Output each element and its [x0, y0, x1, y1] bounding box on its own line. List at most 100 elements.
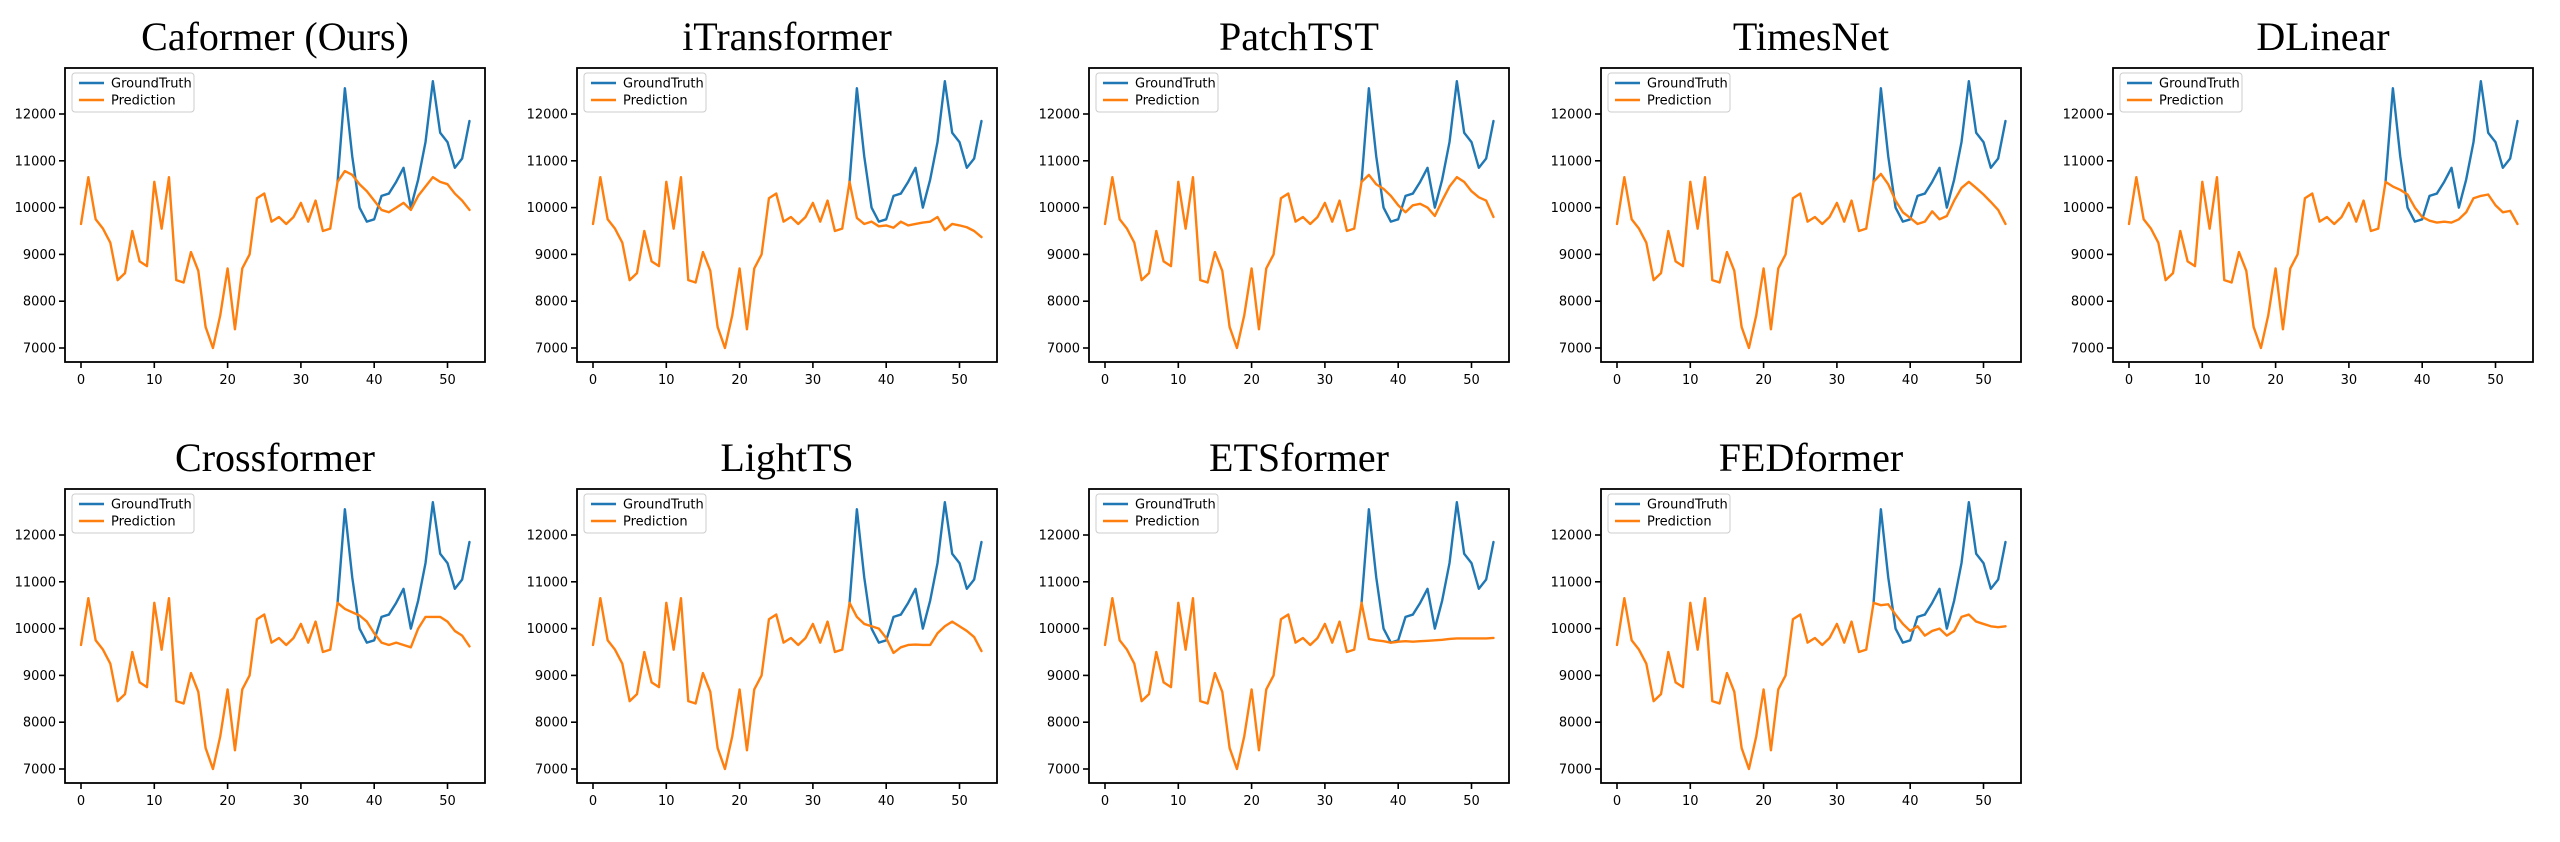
y-tick-label: 12000 — [1039, 108, 1080, 123]
x-tick-label: 50 — [439, 794, 456, 809]
x-tick-label: 40 — [366, 794, 383, 809]
prediction-line — [79, 596, 471, 771]
chart-title: Crossformer — [175, 435, 375, 480]
y-tick-label: 10000 — [1039, 201, 1080, 216]
y-tick-label: 11000 — [2063, 154, 2104, 169]
y-tick-label: 11000 — [1551, 575, 1592, 590]
plot-frame — [576, 67, 998, 363]
chart-title: Caformer (Ours) — [141, 14, 409, 59]
legend-groundtruth-label: GroundTruth — [1135, 77, 1216, 92]
y-tick-label: 7000 — [23, 763, 56, 778]
y-tick-label: 9000 — [1047, 669, 1080, 684]
y-tick-label: 7000 — [2071, 342, 2104, 357]
x-tick-label: 40 — [1390, 794, 1407, 809]
plot-patchtst: PatchTST 7000 8000 9000 10000 11000 12000 0 10 20… — [1039, 14, 1510, 388]
y-tick-label: 9000 — [1047, 248, 1080, 263]
plot-fedformer: FEDformer 7000 8000 9000 10000 11000 12000 0 10 2… — [1551, 435, 2022, 809]
x-tick-label: 0 — [589, 794, 597, 809]
legend-groundtruth-label: GroundTruth — [111, 498, 192, 513]
plot-frame — [1600, 67, 2022, 363]
x-tick-label: 50 — [439, 373, 456, 388]
x-tick-label: 30 — [293, 373, 310, 388]
y-tick-label: 12000 — [15, 108, 56, 123]
chart-title: PatchTST — [1219, 14, 1379, 59]
x-tick-label: 0 — [1613, 373, 1621, 388]
y-tick-label: 7000 — [1047, 342, 1080, 357]
chart-cell-etsformer: ETSformer 7000 8000 9000 10000 11000 12000 0 10 2… — [1024, 421, 1536, 842]
x-tick-label: 40 — [366, 373, 383, 388]
x-tick-label: 30 — [1317, 794, 1334, 809]
chart-title: DLinear — [2256, 14, 2389, 59]
groundtruth-line — [1360, 501, 1495, 644]
x-tick-label: 30 — [1829, 794, 1846, 809]
prediction-line — [1103, 596, 1495, 771]
y-tick-label: 10000 — [15, 622, 56, 637]
chart-title: iTransformer — [682, 14, 892, 59]
prediction-line — [2127, 175, 2519, 350]
legend-groundtruth-label: GroundTruth — [623, 498, 704, 513]
y-tick-label: 11000 — [15, 575, 56, 590]
x-tick-label: 20 — [731, 373, 748, 388]
y-tick-label: 9000 — [23, 669, 56, 684]
y-tick-label: 10000 — [1551, 201, 1592, 216]
plot-frame — [64, 488, 486, 784]
plot-frame — [576, 488, 998, 784]
plot-lightts: LightTS 7000 8000 9000 10000 11000 12000 0 10 20 3… — [527, 435, 998, 809]
x-tick-label: 10 — [1682, 794, 1699, 809]
x-tick-label: 10 — [658, 794, 675, 809]
x-tick-label: 50 — [1975, 373, 1992, 388]
y-tick-label: 8000 — [1047, 295, 1080, 310]
legend-prediction-label: Prediction — [1647, 94, 1712, 109]
y-tick-label: 10000 — [1551, 622, 1592, 637]
y-tick-label: 8000 — [1559, 295, 1592, 310]
y-tick-label: 8000 — [23, 716, 56, 731]
x-tick-label: 30 — [2341, 373, 2358, 388]
chart-cell-itransformer: iTransformer 7000 8000 9000 10000 11000 12000 0… — [512, 0, 1024, 421]
plot-frame — [1088, 67, 1510, 363]
x-tick-label: 10 — [146, 794, 163, 809]
legend-groundtruth-label: GroundTruth — [623, 77, 704, 92]
prediction-line — [591, 175, 983, 350]
x-tick-label: 10 — [1170, 794, 1187, 809]
legend: GroundTruth Prediction — [71, 493, 195, 534]
y-tick-label: 8000 — [1559, 716, 1592, 731]
chart-cell-patchtst: PatchTST 7000 8000 9000 10000 11000 12000 0 10 20… — [1024, 0, 1536, 421]
legend-prediction-label: Prediction — [1135, 94, 1200, 109]
chart-title: TimesNet — [1733, 14, 1889, 59]
y-tick-label: 10000 — [2063, 201, 2104, 216]
legend-groundtruth-label: GroundTruth — [1647, 77, 1728, 92]
groundtruth-line — [336, 501, 471, 644]
y-tick-label: 11000 — [1039, 575, 1080, 590]
x-tick-label: 0 — [77, 373, 85, 388]
plot-frame — [2112, 67, 2534, 363]
legend-prediction-label: Prediction — [623, 94, 688, 109]
y-tick-label: 11000 — [15, 154, 56, 169]
chart-cell-lightts: LightTS 7000 8000 9000 10000 11000 12000 0 10 20 3… — [512, 421, 1024, 842]
x-tick-label: 40 — [878, 794, 895, 809]
x-tick-label: 20 — [2267, 373, 2284, 388]
x-tick-label: 0 — [589, 373, 597, 388]
x-tick-label: 20 — [1243, 794, 1260, 809]
x-tick-label: 20 — [1243, 373, 1260, 388]
legend: GroundTruth Prediction — [1095, 493, 1219, 534]
legend: GroundTruth Prediction — [583, 72, 707, 113]
x-tick-label: 0 — [77, 794, 85, 809]
y-tick-label: 12000 — [527, 108, 568, 123]
legend-prediction-label: Prediction — [623, 515, 688, 530]
y-tick-label: 8000 — [23, 295, 56, 310]
x-tick-label: 50 — [951, 794, 968, 809]
y-tick-label: 8000 — [2071, 295, 2104, 310]
groundtruth-line — [2384, 80, 2519, 223]
groundtruth-line — [1872, 80, 2007, 223]
plot-caformer-ours: Caformer (Ours) 7000 8000 9000 10000 11000 120… — [15, 14, 486, 388]
legend-prediction-label: Prediction — [1135, 515, 1200, 530]
y-tick-label: 9000 — [535, 248, 568, 263]
chart-cell-crossformer: Crossformer 7000 8000 9000 10000 11000 12000 0 1… — [0, 421, 512, 842]
x-tick-label: 30 — [1317, 373, 1334, 388]
y-tick-label: 11000 — [1039, 154, 1080, 169]
chart-cell-fedformer: FEDformer 7000 8000 9000 10000 11000 12000 0 10 2… — [1536, 421, 2048, 842]
legend: GroundTruth Prediction — [1607, 72, 1731, 113]
legend-prediction-label: Prediction — [111, 94, 176, 109]
x-tick-label: 40 — [1390, 373, 1407, 388]
plot-etsformer: ETSformer 7000 8000 9000 10000 11000 12000 0 10 2… — [1039, 435, 1510, 809]
